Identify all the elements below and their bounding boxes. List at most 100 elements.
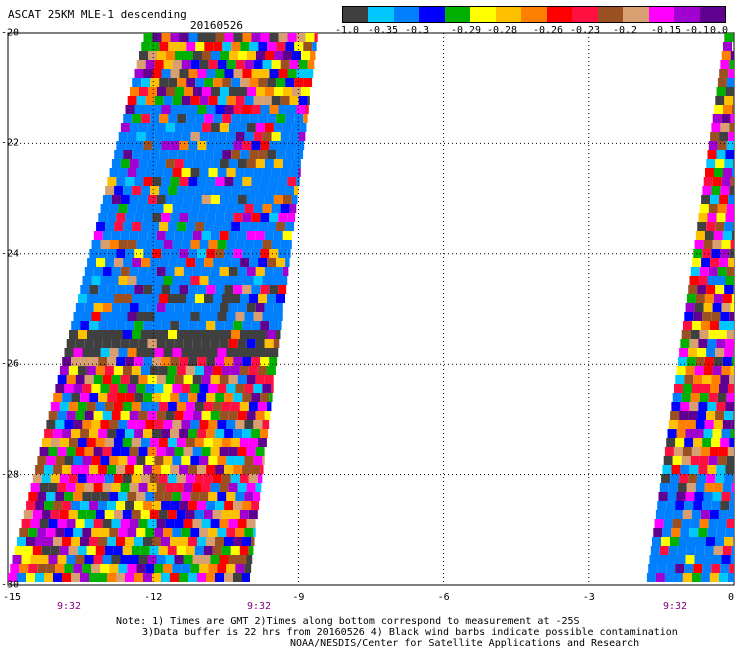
wind-cell (136, 132, 146, 141)
wind-cell (203, 474, 213, 483)
wind-cell (140, 546, 150, 555)
wind-cell (114, 330, 123, 339)
wind-cell (253, 312, 263, 321)
wind-cell (702, 249, 712, 258)
wind-cell (233, 501, 243, 510)
wind-cell (134, 465, 144, 474)
wind-cell (721, 177, 731, 186)
wind-cell (114, 186, 124, 195)
wind-cell (95, 474, 105, 483)
wind-cell (217, 564, 227, 573)
legend-swatch (623, 7, 649, 22)
wind-cell (138, 267, 148, 276)
wind-cell (685, 429, 695, 438)
wind-cell (125, 429, 135, 438)
wind-cell (716, 465, 726, 474)
wind-cell (718, 510, 728, 519)
wind-cell (109, 492, 119, 501)
wind-cell (224, 465, 234, 474)
wind-cell (715, 222, 725, 231)
wind-cell (111, 267, 121, 276)
wind-cell (703, 240, 713, 249)
wind-cell (152, 177, 162, 186)
wind-cell (167, 438, 177, 447)
wind-cell (689, 465, 699, 474)
wind-cell (168, 150, 178, 159)
wind-cell (692, 258, 702, 267)
wind-cell (120, 447, 130, 456)
wind-cell (80, 465, 90, 474)
wind-cell (667, 429, 677, 438)
wind-cell (716, 87, 726, 96)
wind-cell (91, 420, 101, 429)
wind-cell (683, 384, 692, 393)
wind-cell (271, 312, 281, 321)
wind-cell (698, 276, 708, 285)
wind-cell (87, 294, 96, 303)
wind-cell (267, 330, 276, 339)
wind-cell (71, 573, 80, 582)
wind-cell (724, 537, 733, 546)
wind-cell (181, 312, 191, 321)
wind-cell (91, 492, 101, 501)
wind-cell (717, 393, 727, 402)
wind-cell (208, 168, 218, 177)
wind-cell (721, 429, 731, 438)
wind-cell (104, 510, 114, 519)
legend-label: -0.35 (367, 25, 399, 36)
wind-cell (258, 78, 268, 87)
wind-cell (111, 483, 121, 492)
wind-cell (222, 114, 232, 123)
wind-cell (208, 528, 218, 537)
wind-cell (253, 492, 261, 501)
wind-cell (226, 456, 236, 465)
wind-cell (138, 447, 148, 456)
wind-cell (713, 420, 723, 429)
wind-cell (298, 168, 301, 177)
wind-cell (257, 438, 267, 447)
wind-cell (100, 348, 110, 357)
wind-cell (242, 501, 252, 510)
wind-cell (233, 321, 243, 330)
wind-cell (731, 231, 734, 240)
wind-cell (718, 573, 728, 582)
wind-cell (96, 222, 106, 231)
wind-cell (197, 537, 206, 546)
wind-cell (167, 474, 177, 483)
wind-cell (129, 519, 139, 528)
wind-cell (208, 564, 218, 573)
wind-cell (226, 420, 236, 429)
wind-cell (132, 258, 142, 267)
wind-cell (84, 267, 94, 276)
wind-cell (677, 483, 687, 492)
wind-cell (199, 132, 209, 141)
wind-cell (73, 384, 83, 393)
wind-cell (109, 312, 119, 321)
wind-cell (109, 384, 119, 393)
wind-cell (201, 411, 211, 420)
wind-cell (172, 384, 182, 393)
wind-cell (307, 96, 310, 105)
note-line-2: 3)Data buffer is 22 hrs from 20160526 4)… (142, 627, 678, 638)
wind-cell (720, 501, 730, 510)
wind-cell (120, 267, 130, 276)
wind-cell (271, 240, 281, 249)
wind-cell (147, 339, 157, 348)
wind-cell (179, 501, 189, 510)
wind-cell (228, 447, 238, 456)
legend-label: -0.3 (404, 25, 430, 36)
wind-cell (655, 573, 665, 582)
wind-cell (129, 375, 139, 384)
wind-map-plot (7, 32, 735, 586)
wind-cell (672, 456, 682, 465)
wind-cell (120, 339, 130, 348)
wind-cell (240, 294, 249, 303)
wind-cell (694, 366, 704, 375)
wind-cell (210, 159, 220, 168)
wind-cell (226, 240, 236, 249)
wind-cell (260, 285, 270, 294)
wind-cell (276, 330, 281, 339)
wind-cell (170, 213, 180, 222)
wind-cell (224, 357, 234, 366)
wind-cell (224, 285, 234, 294)
